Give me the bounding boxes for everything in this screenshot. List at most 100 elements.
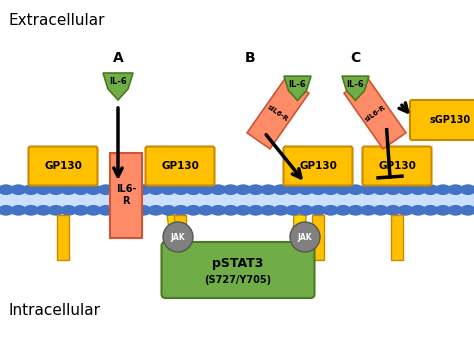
Ellipse shape — [361, 206, 375, 215]
Ellipse shape — [248, 206, 263, 215]
Ellipse shape — [348, 206, 363, 215]
Text: IL-6: IL-6 — [289, 80, 306, 89]
Ellipse shape — [86, 185, 100, 194]
Text: B: B — [245, 51, 255, 65]
Ellipse shape — [461, 206, 474, 215]
Ellipse shape — [11, 185, 26, 194]
Text: IL-6: IL-6 — [346, 80, 365, 89]
FancyBboxPatch shape — [28, 146, 98, 186]
Text: IL-6: IL-6 — [109, 77, 127, 87]
Text: JAK: JAK — [171, 233, 185, 241]
Text: GP130: GP130 — [44, 161, 82, 171]
Ellipse shape — [311, 185, 325, 194]
Ellipse shape — [461, 185, 474, 194]
Text: IL6-
R: IL6- R — [116, 184, 136, 206]
Ellipse shape — [398, 185, 413, 194]
FancyBboxPatch shape — [283, 146, 353, 186]
Ellipse shape — [73, 206, 88, 215]
Ellipse shape — [323, 185, 338, 194]
Text: Intracellular: Intracellular — [8, 303, 100, 318]
Ellipse shape — [411, 206, 425, 215]
FancyBboxPatch shape — [363, 146, 431, 186]
FancyBboxPatch shape — [410, 100, 474, 140]
Ellipse shape — [311, 206, 325, 215]
Polygon shape — [284, 76, 311, 100]
Ellipse shape — [36, 206, 51, 215]
Ellipse shape — [299, 185, 313, 194]
Ellipse shape — [124, 206, 138, 215]
Ellipse shape — [199, 206, 213, 215]
Text: pSTAT3: pSTAT3 — [212, 257, 264, 269]
Ellipse shape — [61, 185, 76, 194]
Text: GP130: GP130 — [378, 161, 416, 171]
Ellipse shape — [211, 206, 226, 215]
Ellipse shape — [173, 206, 188, 215]
Ellipse shape — [273, 185, 288, 194]
Ellipse shape — [323, 206, 338, 215]
Ellipse shape — [111, 206, 126, 215]
Ellipse shape — [186, 206, 201, 215]
Ellipse shape — [211, 185, 226, 194]
Ellipse shape — [286, 206, 301, 215]
Ellipse shape — [99, 185, 113, 194]
Text: sIL6-R: sIL6-R — [364, 104, 387, 122]
Ellipse shape — [24, 206, 38, 215]
Ellipse shape — [11, 206, 26, 215]
Text: Extracellular: Extracellular — [8, 13, 104, 28]
Ellipse shape — [136, 206, 151, 215]
FancyBboxPatch shape — [146, 146, 215, 186]
Ellipse shape — [199, 185, 213, 194]
Ellipse shape — [448, 206, 463, 215]
Ellipse shape — [386, 206, 401, 215]
Ellipse shape — [286, 185, 301, 194]
Ellipse shape — [386, 185, 401, 194]
FancyBboxPatch shape — [57, 215, 69, 260]
Ellipse shape — [236, 206, 250, 215]
Ellipse shape — [186, 185, 201, 194]
Ellipse shape — [124, 185, 138, 194]
Circle shape — [163, 222, 193, 252]
FancyBboxPatch shape — [162, 242, 315, 298]
Ellipse shape — [149, 206, 163, 215]
FancyBboxPatch shape — [174, 215, 186, 260]
Ellipse shape — [61, 206, 76, 215]
Ellipse shape — [49, 206, 63, 215]
FancyBboxPatch shape — [391, 215, 403, 260]
Text: sIL6-R: sIL6-R — [266, 104, 290, 122]
Ellipse shape — [273, 206, 288, 215]
Polygon shape — [344, 77, 406, 149]
Ellipse shape — [24, 185, 38, 194]
Ellipse shape — [448, 185, 463, 194]
Ellipse shape — [436, 185, 450, 194]
Ellipse shape — [99, 206, 113, 215]
Ellipse shape — [136, 185, 151, 194]
Polygon shape — [167, 215, 183, 246]
Ellipse shape — [336, 185, 350, 194]
Ellipse shape — [73, 185, 88, 194]
Ellipse shape — [374, 185, 388, 194]
Ellipse shape — [336, 206, 350, 215]
Ellipse shape — [161, 206, 175, 215]
Polygon shape — [292, 215, 306, 246]
Ellipse shape — [348, 185, 363, 194]
Ellipse shape — [173, 185, 188, 194]
Ellipse shape — [86, 206, 100, 215]
Ellipse shape — [374, 206, 388, 215]
Text: A: A — [113, 51, 123, 65]
Circle shape — [290, 222, 320, 252]
Ellipse shape — [299, 206, 313, 215]
Polygon shape — [247, 77, 309, 149]
FancyBboxPatch shape — [0, 185, 474, 215]
Ellipse shape — [0, 185, 13, 194]
Ellipse shape — [161, 185, 175, 194]
Polygon shape — [103, 73, 133, 100]
Ellipse shape — [111, 185, 126, 194]
Ellipse shape — [361, 185, 375, 194]
Ellipse shape — [224, 185, 238, 194]
Ellipse shape — [423, 206, 438, 215]
Ellipse shape — [398, 206, 413, 215]
Ellipse shape — [36, 185, 51, 194]
Ellipse shape — [224, 206, 238, 215]
Ellipse shape — [0, 206, 13, 215]
Ellipse shape — [261, 206, 275, 215]
